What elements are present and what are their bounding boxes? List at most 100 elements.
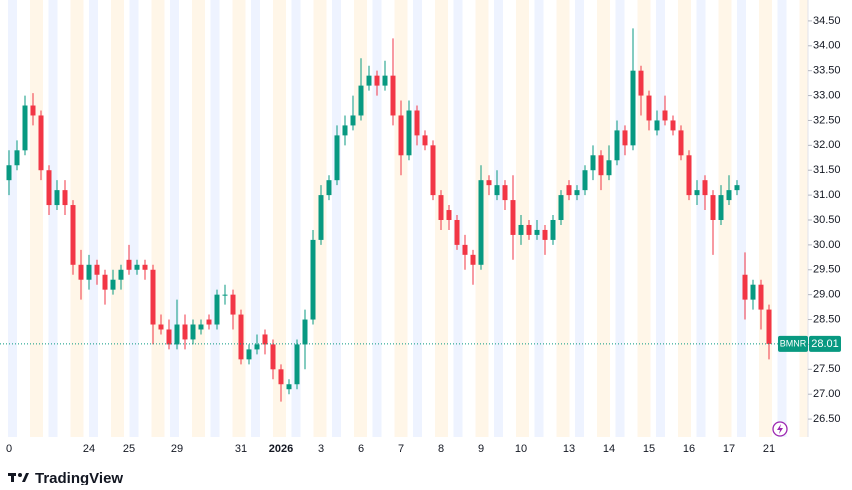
candle-body	[694, 190, 700, 196]
premarket-band	[494, 0, 503, 437]
x-tick-label: 16	[683, 443, 695, 455]
x-tick-label: 24	[83, 443, 95, 455]
premarket-band	[372, 0, 382, 437]
y-tick-label: 32.00	[813, 139, 841, 151]
last-price-label: 28.01	[811, 338, 839, 350]
candle-body	[86, 264, 92, 280]
x-tick-label: 3	[318, 443, 324, 455]
candle-body	[22, 105, 28, 151]
candle-body	[254, 344, 260, 350]
brand-logo	[8, 473, 29, 482]
candle-body	[750, 284, 756, 300]
brand-name: TradingView	[35, 470, 123, 485]
lightning-icon[interactable]	[772, 421, 788, 437]
logo-part	[11, 473, 14, 482]
candle-body	[102, 274, 108, 290]
candle-body	[222, 294, 228, 296]
candle-body	[510, 200, 516, 235]
candle-body	[246, 349, 252, 360]
candle-body	[638, 70, 644, 96]
candle-body	[54, 190, 60, 206]
candle-body	[734, 185, 740, 191]
candle-body	[118, 269, 124, 280]
y-tick-label: 34.50	[813, 15, 841, 27]
candle-body	[414, 110, 420, 136]
candle-body	[310, 239, 316, 320]
candle-body	[230, 294, 236, 315]
x-tick-label: 15	[643, 443, 655, 455]
candle-body	[270, 344, 276, 370]
y-tick-label: 28.50	[813, 313, 841, 325]
candle-body	[134, 264, 140, 270]
candle-body	[686, 155, 692, 196]
candle-body	[342, 125, 348, 136]
premarket-band	[413, 0, 422, 437]
candle-body	[286, 384, 292, 390]
x-tick-label: 25	[123, 443, 135, 455]
premarket-band	[8, 0, 17, 437]
candle-body	[630, 70, 636, 146]
x-tick-label: 9	[478, 443, 484, 455]
x-tick-label: 6	[358, 443, 364, 455]
y-tick-label: 33.00	[813, 89, 841, 101]
premarket-band	[534, 0, 544, 437]
y-tick-label: 26.50	[813, 413, 841, 425]
y-tick-label: 33.50	[813, 65, 841, 77]
candle-body	[190, 324, 196, 340]
premarket-band	[332, 0, 341, 437]
candle-body	[198, 324, 204, 330]
premarket-band	[696, 0, 706, 437]
candle-body	[382, 75, 388, 86]
icon-bolt[interactable]	[777, 424, 783, 434]
candle-body	[534, 229, 540, 235]
candle-body	[494, 185, 500, 196]
candle-body	[622, 130, 628, 146]
candle-body	[278, 369, 284, 385]
y-tick-label: 30.50	[813, 214, 841, 226]
candle-body	[670, 120, 676, 131]
postmarket-band	[718, 0, 732, 437]
premarket-band	[291, 0, 301, 437]
x-tick-label: 2026	[269, 443, 293, 455]
candle-body	[406, 110, 412, 156]
candle-body	[70, 205, 76, 265]
premarket-band	[777, 0, 787, 437]
premarket-band	[89, 0, 98, 437]
postmarket-band	[232, 0, 246, 437]
candle-body	[702, 180, 708, 196]
postmarket-band	[70, 0, 84, 437]
candle-body	[142, 264, 148, 270]
postmarket-band	[354, 0, 367, 437]
candle-body	[390, 75, 396, 116]
x-tick-label: 13	[563, 443, 575, 455]
candle-body	[126, 259, 132, 270]
logo-part	[22, 473, 29, 482]
postmarket-band	[111, 0, 124, 437]
y-tick-label: 34.00	[813, 40, 841, 52]
candle-body	[150, 269, 156, 325]
candle-body	[46, 170, 52, 206]
candle-body	[174, 324, 180, 345]
postmarket-band	[30, 0, 43, 437]
symbol-label-box	[778, 335, 808, 352]
premarket-band	[453, 0, 463, 437]
premarket-band	[656, 0, 665, 437]
y-tick-label: 31.00	[813, 189, 841, 201]
candle-body	[350, 115, 356, 126]
premarket-band	[615, 0, 625, 437]
y-tick-label: 29.00	[813, 289, 841, 301]
premarket-band	[170, 0, 179, 437]
candle-body	[454, 219, 460, 245]
y-tick-label: 27.50	[813, 363, 841, 375]
y-tick-label: 27.00	[813, 388, 841, 400]
candle-body	[742, 274, 748, 300]
candle-body	[30, 105, 36, 116]
candle-body	[206, 319, 212, 325]
postmarket-band	[516, 0, 529, 437]
x-tick-label: 7	[398, 443, 404, 455]
x-tick-label: 10	[515, 443, 527, 455]
candle-body	[374, 75, 380, 86]
logo-part	[18, 473, 22, 477]
premarket-band	[129, 0, 139, 437]
